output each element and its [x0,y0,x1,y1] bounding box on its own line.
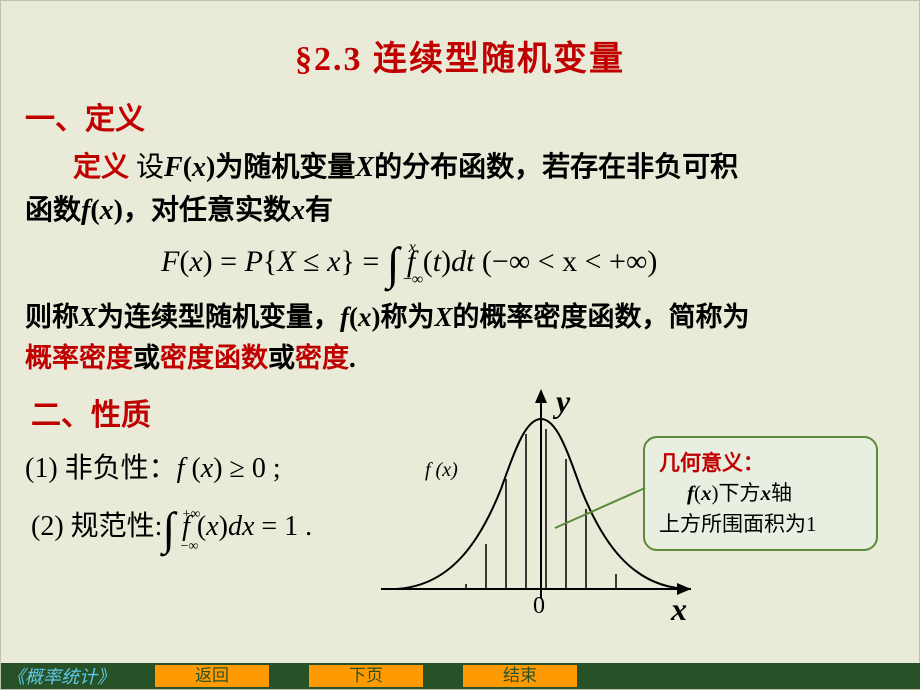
main-formula: F(x) = P{X ≤ x} = ∫x−∞ f (t)dt (−∞ < x <… [161,245,919,283]
conclusion-paragraph: 则称X为连续型随机变量，f(x)称为X的概率密度函数，简称为 概率密度或密度函数… [25,297,895,381]
geometric-meaning-callout: 几何意义： f(x)下方x轴 上方所围面积为1 [643,436,878,551]
integral-sign-2: ∫+∞−∞ [162,511,175,548]
page-title: §2.3 连续型随机变量 [1,1,919,80]
integral-sign: ∫x−∞ [387,245,400,283]
slide: §2.3 连续型随机变量 一、定义 定义 设F(x)为随机变量X的分布函数，若存… [0,0,920,690]
definition-paragraph: 定义 设F(x)为随机变量X的分布函数，若存在非负可积 函数f(x)，对任意实数… [25,146,895,233]
next-button[interactable]: 下页 [309,665,423,687]
x-axis-label: x [671,591,687,628]
origin-label: 0 [533,593,545,620]
y-axis-label: y [556,383,570,420]
section-heading-1: 一、定义 [25,94,919,138]
back-button[interactable]: 返回 [155,665,269,687]
definition-label: 定义 [73,152,129,183]
end-button[interactable]: 结束 [463,665,577,687]
callout-pointer-icon [555,473,655,533]
book-title: 《概率统计》 [1,663,115,689]
footer-bar: 《概率统计》 返回 下页 结束 [1,663,920,689]
fx-label: f (x) [425,459,458,482]
callout-heading: 几何意义： [659,451,764,475]
